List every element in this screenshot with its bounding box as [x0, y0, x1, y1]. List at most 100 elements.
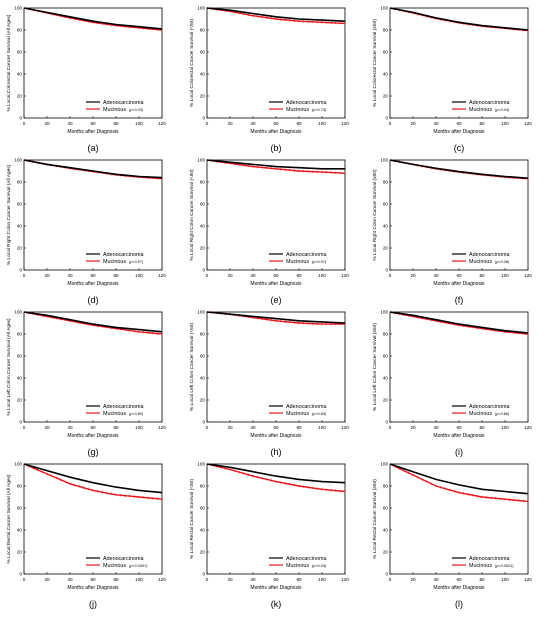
- y-tick-label: 80: [200, 484, 206, 489]
- y-tick-label: 100: [197, 462, 205, 467]
- y-tick-label: 80: [17, 484, 23, 489]
- y-tick-label: 60: [200, 50, 206, 55]
- series-line-adenocarcinoma: [23, 463, 163, 494]
- panel-label: (c): [454, 143, 465, 153]
- x-tick-label: 0: [206, 425, 209, 430]
- x-tick-label: 20: [227, 425, 233, 430]
- series-line-adenocarcinoma: [206, 7, 346, 22]
- x-tick-label: 100: [318, 577, 326, 582]
- y-axis-label: % Local Left Colon Cancer Survival (All …: [6, 318, 12, 416]
- y-tick-label: 100: [14, 6, 22, 11]
- y-axis-label: % Local Colorectal Cancer Survival (≥50): [372, 19, 378, 107]
- legend-p-value: (p<0.0001): [129, 564, 148, 568]
- panel-l: 0 20 40 60 80 100 120 0 20 40 60 80 100 Months after …: [372, 462, 532, 609]
- x-tick-label: 20: [44, 273, 50, 278]
- legend-p-value: (p=0.83): [312, 412, 327, 416]
- y-tick-label: 80: [17, 332, 23, 337]
- series-line-adenocarcinoma: [23, 7, 163, 30]
- x-tick-label: 60: [456, 121, 462, 126]
- x-tick-label: 40: [250, 577, 256, 582]
- x-tick-label: 40: [433, 425, 439, 430]
- panel-label: (b): [271, 143, 282, 153]
- x-tick-label: 80: [113, 121, 119, 126]
- x-tick-label: 60: [456, 577, 462, 582]
- y-tick-label: 80: [383, 484, 389, 489]
- y-tick-label: 80: [200, 180, 206, 185]
- x-tick-label: 0: [23, 425, 26, 430]
- legend-p-value: (p=0.86): [495, 412, 510, 416]
- y-axis-label: % Local Rectal Cancer Survival (All Ages…: [6, 474, 12, 563]
- x-tick-label: 60: [90, 577, 96, 582]
- x-tick-label: 100: [135, 121, 143, 126]
- x-tick-label: 80: [113, 577, 119, 582]
- x-tick-label: 40: [250, 121, 256, 126]
- y-tick-label: 40: [383, 376, 389, 381]
- y-tick-label: 40: [17, 72, 23, 77]
- y-tick-label: 20: [17, 398, 23, 403]
- legend-label: Mucinous: [286, 259, 309, 265]
- legend-p-value: (p=0.03): [129, 108, 144, 112]
- y-axis-label: % Local Left Colon Cancer Survival (<50): [189, 323, 195, 412]
- x-tick-label: 0: [206, 273, 209, 278]
- x-tick-label: 40: [67, 121, 73, 126]
- x-tick-label: 120: [158, 577, 166, 582]
- x-tick-label: 100: [501, 121, 509, 126]
- x-tick-label: 120: [158, 273, 166, 278]
- x-axis-label: Months after Diagnosis: [433, 281, 485, 287]
- x-tick-label: 120: [341, 577, 349, 582]
- x-tick-label: 100: [501, 273, 509, 278]
- x-tick-label: 0: [206, 577, 209, 582]
- y-tick-label: 60: [17, 354, 23, 359]
- panel-label: (k): [271, 599, 282, 609]
- y-tick-label: 60: [17, 202, 23, 207]
- legend-label: Mucinous: [469, 107, 492, 113]
- y-tick-label: 40: [200, 528, 206, 533]
- x-tick-label: 60: [456, 273, 462, 278]
- x-tick-label: 20: [410, 577, 416, 582]
- y-axis-label: % Local Rectal Cancer Survival (≥50): [372, 479, 378, 559]
- x-tick-label: 20: [410, 121, 416, 126]
- series-line-adenocarcinoma: [389, 311, 529, 334]
- panel-e: 0 20 40 60 80 100 120 0 20 40 60 80 100 Months after …: [189, 158, 349, 305]
- y-tick-label: 0: [385, 420, 388, 425]
- legend-label: Adenocarcinoma: [469, 404, 509, 410]
- y-tick-label: 40: [383, 224, 389, 229]
- x-tick-label: 100: [135, 425, 143, 430]
- x-tick-label: 40: [67, 273, 73, 278]
- series-line-adenocarcinoma: [206, 159, 345, 170]
- x-axis-label: Months after Diagnosis: [433, 585, 485, 591]
- x-axis-label: Months after Diagnosis: [67, 129, 119, 135]
- panel-label: (a): [88, 143, 99, 153]
- y-tick-label: 0: [19, 572, 22, 577]
- y-tick-label: 100: [380, 310, 388, 315]
- x-tick-label: 80: [296, 121, 302, 126]
- x-tick-label: 100: [318, 425, 326, 430]
- series-line-adenocarcinoma: [206, 463, 346, 484]
- y-tick-label: 80: [17, 180, 23, 185]
- x-tick-label: 80: [479, 273, 485, 278]
- x-tick-label: 40: [67, 425, 73, 430]
- x-tick-label: 120: [524, 577, 532, 582]
- legend-p-value: (p=0.73): [312, 108, 327, 112]
- y-tick-label: 100: [197, 310, 205, 315]
- y-tick-label: 20: [383, 246, 389, 251]
- y-tick-label: 20: [200, 398, 206, 403]
- x-tick-label: 100: [501, 425, 509, 430]
- y-tick-label: 0: [202, 116, 205, 121]
- y-tick-label: 60: [383, 50, 389, 55]
- y-axis-label: % Local Right Colon Cancer Survival (All…: [6, 164, 12, 265]
- x-tick-label: 100: [135, 273, 143, 278]
- y-axis-label: % Local Right Colon Cancer Survival (<50…: [189, 169, 195, 261]
- legend-label: Adenocarcinoma: [469, 100, 509, 106]
- y-tick-label: 80: [200, 28, 206, 33]
- x-tick-label: 20: [227, 577, 233, 582]
- y-tick-label: 20: [200, 94, 206, 99]
- x-tick-label: 80: [479, 577, 485, 582]
- legend-p-value: (p=0.57): [312, 260, 327, 264]
- y-tick-label: 40: [17, 528, 23, 533]
- legend-p-value: (p=0.03): [312, 564, 327, 568]
- x-tick-label: 0: [206, 121, 209, 126]
- y-tick-label: 0: [385, 116, 388, 121]
- x-tick-label: 120: [341, 121, 349, 126]
- x-tick-label: 0: [389, 273, 392, 278]
